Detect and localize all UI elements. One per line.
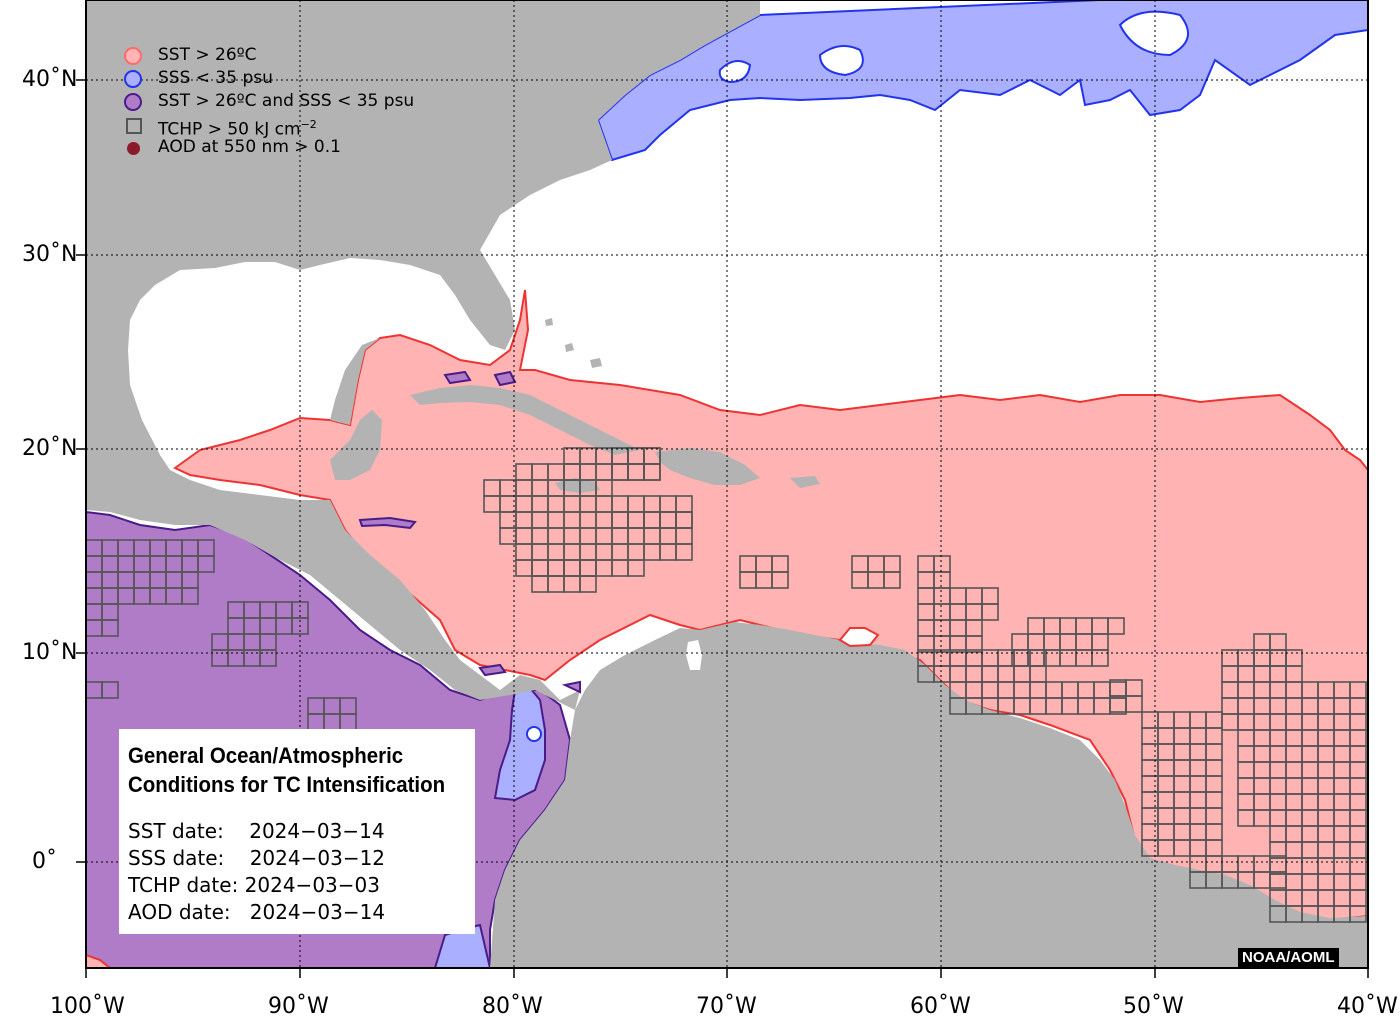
sss-hole-panama [526,726,542,742]
legend-label-aod: AOD at 550 nm > 0.1 [158,137,341,157]
tchp-cell [1349,905,1367,923]
info-title: General Ocean/Atmospheric Conditions for… [128,741,445,799]
tchp-cell [197,555,215,573]
legend-label-tchp: TCHP > 50 kJ cm [158,119,301,140]
lat-label-20n: 20˚N [22,436,78,461]
legend-swatch-tchp [126,118,142,134]
info-title-line2: Conditions for TC Intensification [128,772,446,797]
lat-label-10n: 10˚N [22,640,78,665]
land-cuba [410,385,640,455]
legend-swatch-aod [127,142,140,155]
legend-swatch-sss [124,70,142,88]
tchp-cell [965,635,983,653]
legend-item-both: SST > 26ºC and SSS < 35 psu [118,90,414,113]
lon-label-70w: 70˚W [696,994,757,1019]
sst-region [173,289,1368,922]
land-jamaica [555,478,600,493]
legend-swatch-sst [124,47,142,65]
tchp-cell [675,543,693,561]
lon-label-40w: 40˚W [1337,994,1398,1019]
tick-marks [76,79,1369,978]
info-aod-date: AOD date: 2024−03−14 [128,900,386,924]
info-sst-date: SST date: 2024−03−14 [128,819,385,843]
legend-item-aod: AOD at 550 nm > 0.1 [118,136,414,159]
tchp-cell [101,681,119,699]
tchp-cell [675,511,693,529]
info-title-line1: General Ocean/Atmospheric [128,743,404,768]
tchp-cell [291,617,309,635]
both-patch-cuba [443,370,517,387]
land-yucatan-peninsula [330,410,382,480]
lat-label-30n: 30˚N [22,242,78,267]
tchp-cell [883,571,901,589]
legend-label-sst: SST > 26ºC [158,45,257,65]
sst-trinidad-hole [838,627,880,648]
sss-hole-1 [818,45,864,77]
tchp-grid [86,447,1367,923]
sst-small-sw [86,953,112,968]
land-south-america [490,622,1368,968]
tchp-cell [1269,871,1287,889]
tchp-cell [771,571,789,589]
lon-label-80w: 80˚W [482,994,543,1019]
credit-badge: NOAA/AOML [1238,948,1339,967]
info-sss-date: SSS date: 2024−03−12 [128,846,386,870]
tchp-cell [627,559,645,577]
tchp-cell [259,649,277,667]
legend-swatch-both [124,93,142,111]
lat-label-0: 0˚ [32,849,57,874]
tchp-cell [181,587,199,605]
land-puerto-rico [790,476,820,488]
legend-label-both: SST > 26ºC and SSS < 35 psu [158,91,415,111]
both-patch-honduras [358,516,417,530]
info-tchp-date: TCHP date: 2024−03−03 [128,873,380,897]
tchp-cell [981,603,999,621]
legend: SST > 26ºC SSS < 35 psu SST > 26ºC and S… [118,44,414,159]
tchp-cell [579,575,597,593]
info-box: General Ocean/Atmospheric Conditions for… [119,729,475,934]
lat-label-40n: 40˚N [22,67,78,92]
lon-label-50w: 50˚W [1123,994,1184,1019]
tchp-cell [101,619,119,637]
lake-maracaibo [686,640,702,670]
sss-hole-3 [1118,10,1189,57]
land-hispaniola [655,448,760,485]
lon-label-90w: 90˚W [268,994,329,1019]
lon-label-60w: 60˚W [910,994,971,1019]
land-north-america [86,0,760,710]
legend-label-sss: SSS < 35 psu [158,68,273,88]
land-yucatan [330,338,380,425]
tchp-cell [643,463,661,481]
legend-label-tchp-exponent: −2 [300,118,317,131]
tchp-cell [1091,649,1109,667]
tchp-cell [1125,695,1143,713]
both-patch-panama [478,663,581,694]
tchp-cell [1107,617,1125,635]
legend-item-sst: SST > 26ºC [118,44,414,67]
lon-label-100w: 100˚W [50,994,125,1019]
legend-item-tchp: TCHP > 50 kJ cm−2 [118,113,414,140]
sss-region-panama-bight [493,686,546,802]
legend-item-sss: SSS < 35 psu [118,67,414,90]
land-bahamas [545,318,602,368]
